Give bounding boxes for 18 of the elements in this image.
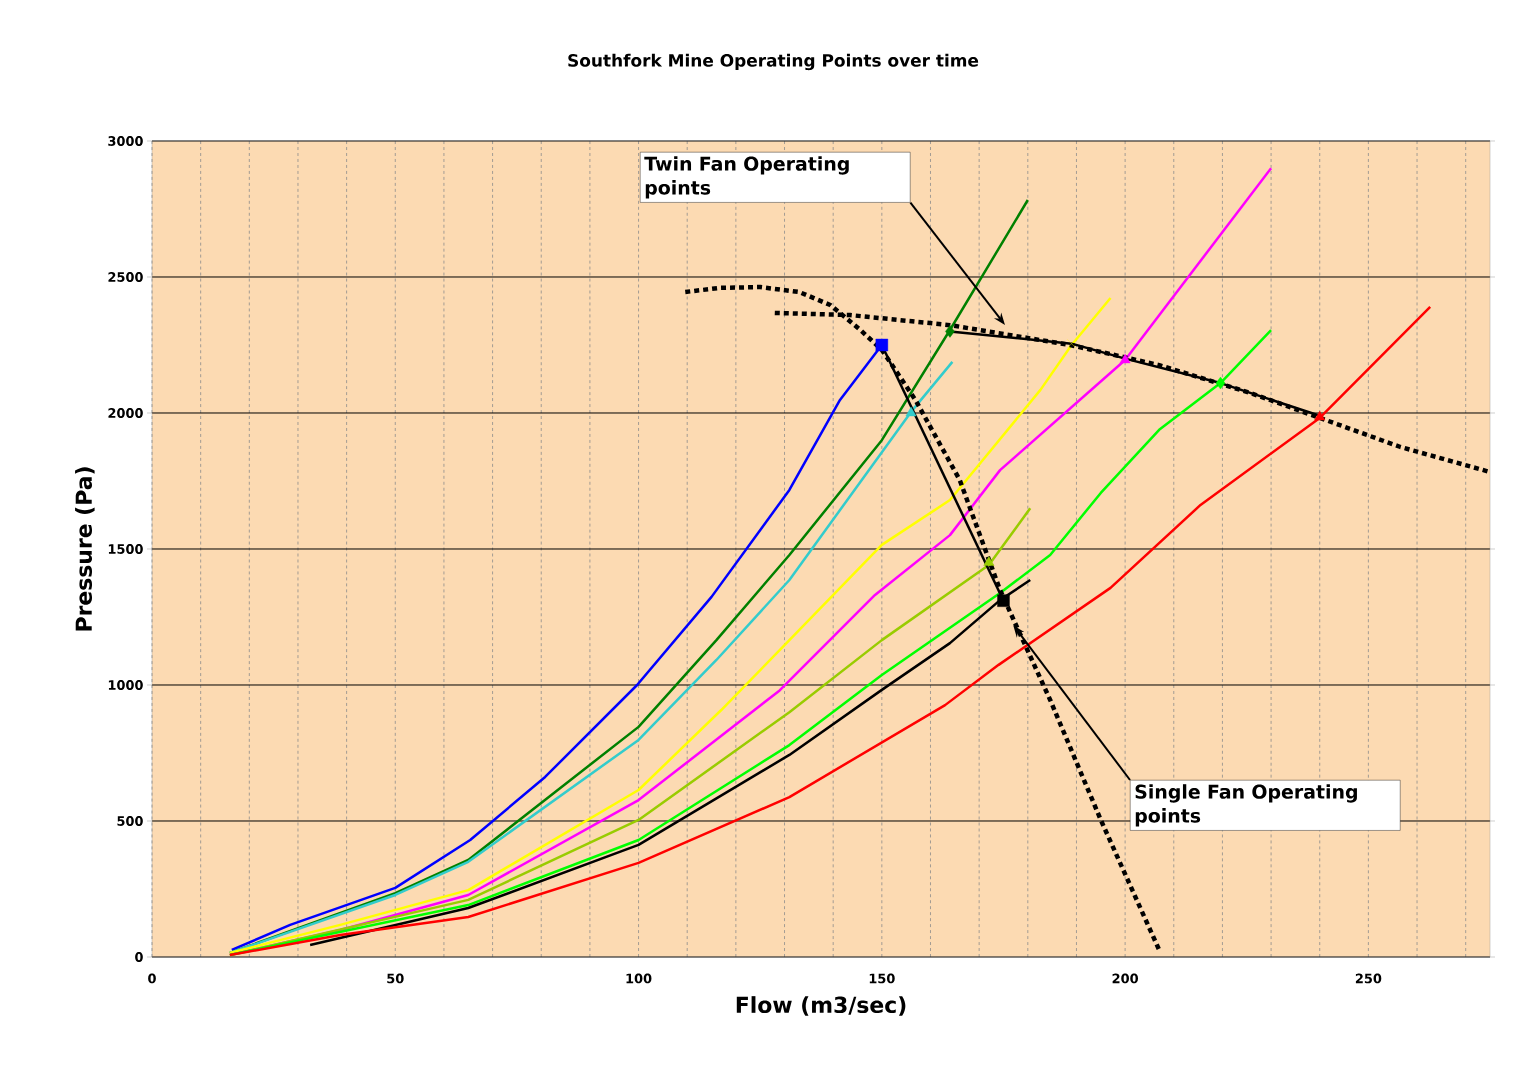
annotation: Twin Fan Operating points xyxy=(644,156,849,199)
chart-title: Southfork Mine Operating Points over time xyxy=(568,53,979,71)
x-tick-label: 200 xyxy=(1112,973,1139,984)
x-tick-label: 150 xyxy=(869,973,895,984)
y-tick-label: 2500 xyxy=(108,272,143,282)
y-tick-label: 500 xyxy=(117,816,143,826)
y-tick-label: 3000 xyxy=(108,136,143,146)
y-tick-label: 0 xyxy=(135,952,143,962)
y-tick-label: 1500 xyxy=(108,544,143,554)
y-axis-title: Pressure (Pa) xyxy=(75,467,95,631)
x-tick-label: 100 xyxy=(626,973,652,984)
x-axis-title: Flow (m3/sec) xyxy=(736,996,906,1016)
annotation: Single Fan Operating points xyxy=(1135,784,1357,827)
x-tick-label: 50 xyxy=(387,973,404,984)
y-tick-label: 2000 xyxy=(108,408,143,418)
x-tick-label: 250 xyxy=(1355,973,1382,984)
y-tick-label: 1000 xyxy=(108,680,143,690)
x-tick-label: 0 xyxy=(148,973,156,984)
